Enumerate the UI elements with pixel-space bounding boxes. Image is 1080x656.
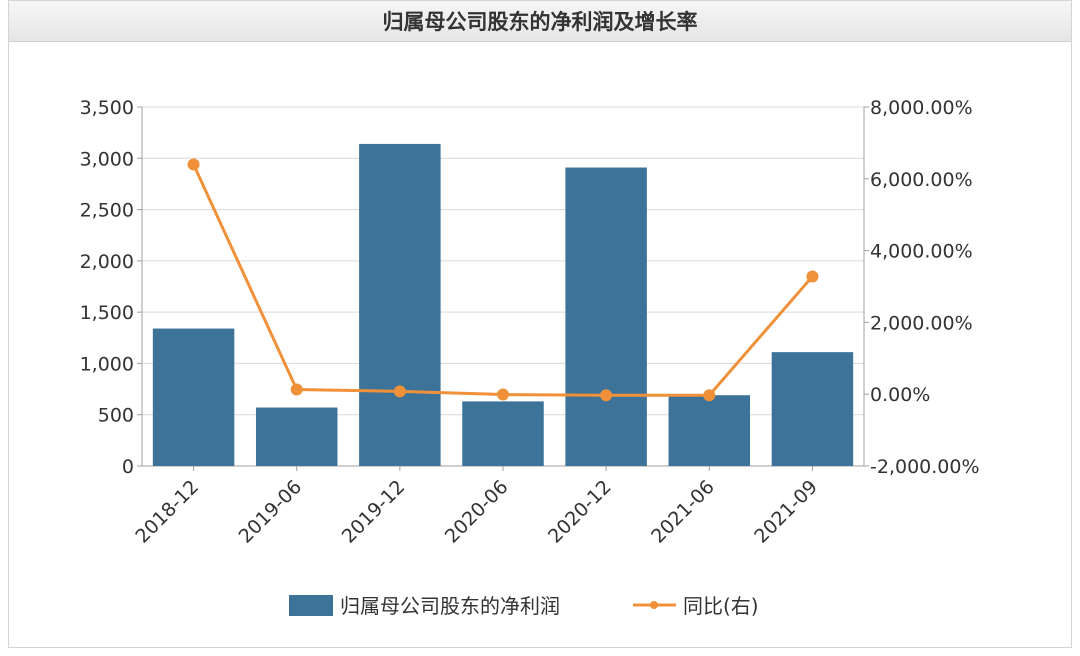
growth-point	[497, 388, 509, 401]
growth-point	[187, 158, 200, 171]
left-tick-label: 500	[98, 405, 134, 427]
x-tick-label: 2021-06	[647, 476, 719, 548]
bar	[152, 328, 235, 466]
bar	[771, 352, 854, 466]
left-tick-label: 0	[122, 456, 134, 478]
x-tick-label: 2021-09	[750, 476, 822, 548]
bar	[565, 167, 647, 466]
x-tick-label: 2020-12	[544, 476, 616, 548]
left-tick-label: 1,000	[80, 353, 134, 375]
right-tick-label: 2,000.00%	[870, 312, 973, 334]
legend-line-marker	[650, 601, 658, 609]
left-tick-label: 1,500	[80, 302, 134, 324]
left-tick-label: 2,000	[80, 251, 134, 273]
bar	[255, 407, 338, 466]
x-tick-label: 2020-06	[441, 476, 513, 548]
bar	[462, 401, 544, 466]
growth-point	[806, 270, 819, 283]
x-tick-label: 2019-12	[338, 476, 410, 548]
bar	[668, 395, 751, 466]
bar	[359, 143, 441, 466]
growth-line	[192, 163, 814, 397]
left-tick-label: 2,500	[80, 200, 134, 222]
right-tick-label: 4,000.00%	[870, 241, 973, 263]
right-tick-label: 6,000.00%	[870, 169, 973, 191]
growth-point	[290, 383, 303, 396]
right-tick-label: 8,000.00%	[870, 97, 973, 119]
right-tick-label: 0.00%	[870, 384, 930, 406]
chart-title: 归属母公司股东的净利润及增长率	[9, 1, 1071, 42]
x-tick-label: 2019-06	[235, 476, 307, 548]
growth-point	[393, 385, 406, 398]
chart-panel: 归属母公司股东的净利润及增长率	[8, 0, 1072, 648]
growth-point	[600, 389, 613, 402]
legend-line-label: 同比(右)	[683, 594, 759, 618]
legend-bar-label: 归属母公司股东的净利润	[340, 594, 560, 618]
growth-point	[703, 389, 716, 402]
left-tick-label: 3,500	[80, 97, 134, 119]
right-tick-label: -2,000.00%	[870, 456, 980, 478]
x-tick-label: 2018-12	[131, 476, 203, 548]
legend-bar-swatch	[289, 595, 333, 616]
left-tick-label: 3,000	[80, 148, 134, 170]
